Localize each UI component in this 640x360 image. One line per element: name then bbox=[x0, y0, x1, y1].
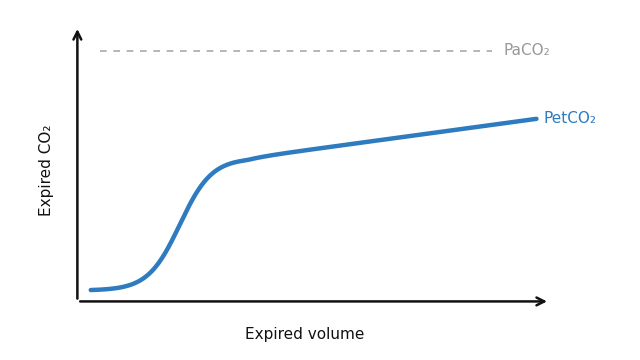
Text: Expired volume: Expired volume bbox=[245, 327, 364, 342]
Text: PetCO₂: PetCO₂ bbox=[543, 111, 596, 126]
Text: PaCO₂: PaCO₂ bbox=[503, 43, 550, 58]
Text: Expired CO₂: Expired CO₂ bbox=[38, 125, 54, 216]
